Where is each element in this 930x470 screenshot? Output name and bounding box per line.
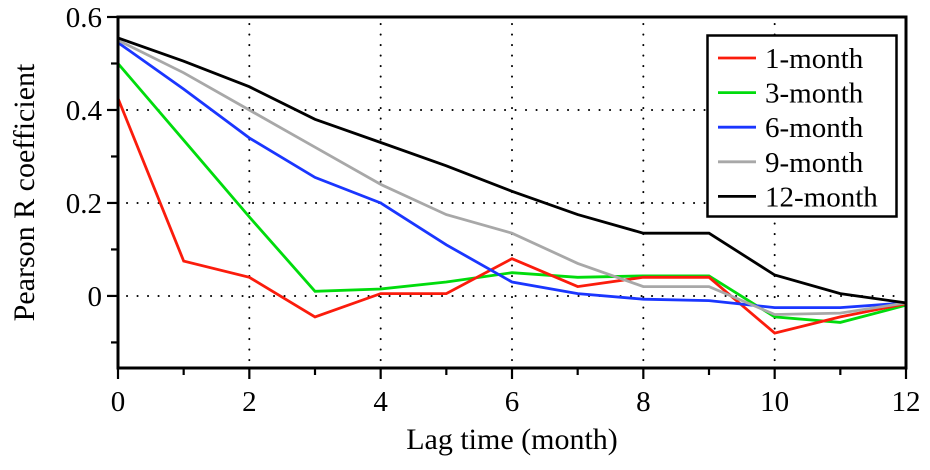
legend-label-9-month: 9-month [765, 147, 864, 179]
series-lines [116, 36, 907, 335]
y-axis-title: Pearson R coefficient [8, 63, 41, 321]
x-tick-label: 10 [760, 386, 789, 418]
plot-frame [116, 15, 908, 370]
x-tick-label: 2 [242, 386, 257, 418]
series-line-1-month [116, 97, 907, 335]
legend-label-1-month: 1-month [765, 43, 864, 75]
y-tick-label: 0 [88, 281, 103, 313]
x-tick-label: 8 [636, 386, 651, 418]
x-axis-title: Lag time (month) [406, 423, 618, 456]
x-tick-label: 4 [373, 386, 388, 418]
legend-label-6-month: 6-month [765, 112, 864, 144]
y-tick-label: 0.6 [66, 2, 102, 34]
legend-label-3-month: 3-month [765, 78, 864, 110]
x-tick-label: 6 [505, 386, 520, 418]
x-tick-label: 0 [111, 386, 126, 418]
y-tick-label: 0.2 [66, 188, 102, 220]
x-tick-label: 12 [892, 386, 921, 418]
series-line-12-month [117, 36, 907, 305]
axis-ticks [107, 15, 908, 379]
legend-label-12-month: 12-month [765, 181, 878, 213]
series-line-6-month [117, 41, 907, 310]
y-tick-label: 0.4 [66, 95, 103, 127]
series-line-3-month [116, 62, 907, 324]
series-line-9-month [117, 38, 907, 316]
